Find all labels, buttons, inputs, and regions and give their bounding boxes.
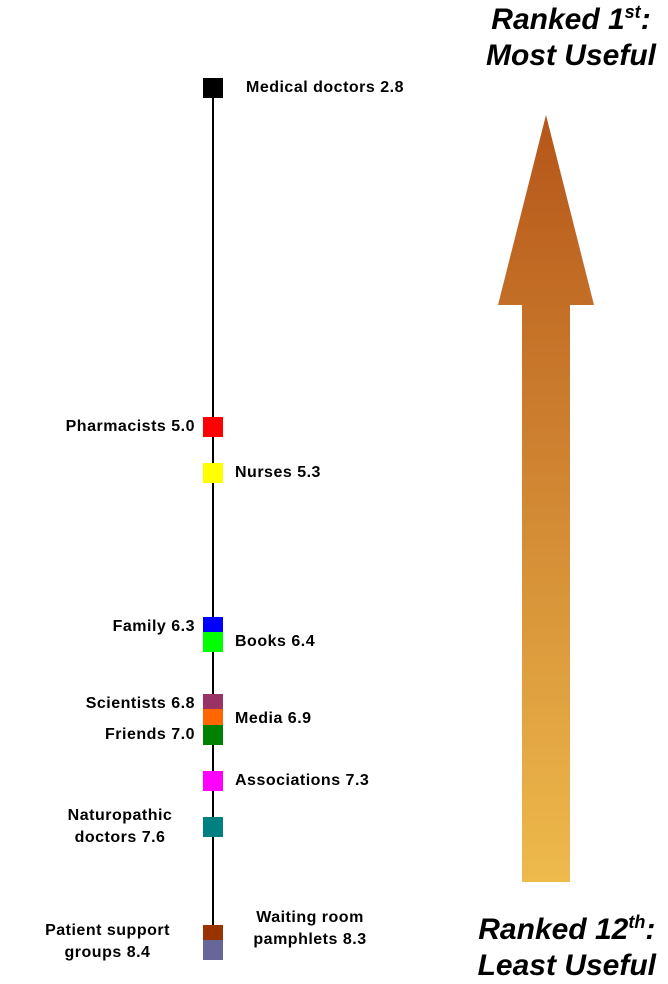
annotation-sup: th <box>628 912 646 932</box>
value-label: 7.6 <box>141 828 166 846</box>
annotation-sup: st <box>624 2 641 22</box>
value-label: 8.3 <box>342 930 367 948</box>
rank-label: Waiting room pamphlets 8.3 <box>235 907 385 951</box>
category-name: Pharmacists <box>65 417 167 435</box>
bottom-annotation: Ranked 12th: Least Useful <box>478 912 656 984</box>
rank-square <box>203 816 223 837</box>
rank-label: Naturopathic doctors 7.6 <box>45 805 195 849</box>
rank-label: Scientists 6.8 <box>86 693 195 715</box>
category-name: Scientists <box>85 694 167 712</box>
category-name: Patient support groups <box>45 922 170 961</box>
rank-square <box>203 693 223 714</box>
top-annotation: Ranked 1st: Most Useful <box>486 2 656 74</box>
rank-label: Pharmacists 5.0 <box>66 416 195 438</box>
rank-square <box>203 724 223 745</box>
rank-label: Books 6.4 <box>235 631 315 653</box>
annotation-text: Least Useful <box>477 949 656 982</box>
annotation-text: Ranked 12 <box>478 913 629 946</box>
rank-label: Patient support groups 8.4 <box>20 920 195 964</box>
category-name: Media <box>235 710 283 728</box>
annotation-text: : <box>645 913 656 946</box>
rank-square <box>203 616 223 637</box>
rank-square <box>203 632 223 653</box>
value-label: 6.4 <box>291 633 316 651</box>
value-label: 6.8 <box>171 694 195 712</box>
category-name: Nurses <box>235 463 293 481</box>
category-name: Waiting room pamphlets <box>253 908 364 948</box>
category-name: Books <box>235 633 287 651</box>
rank-square <box>203 709 223 730</box>
category-name: Naturopathic doctors <box>67 806 173 846</box>
category-name: Friends <box>105 725 167 743</box>
value-label: 2.8 <box>380 79 404 96</box>
rank-square <box>203 924 223 945</box>
category-name: Family <box>112 617 167 635</box>
rank-square <box>203 770 223 791</box>
annotation-text: : <box>640 3 651 36</box>
annotation-text: Most Useful <box>485 39 656 72</box>
value-label: 5.0 <box>171 417 195 435</box>
annotation-text: Ranked 1 <box>491 3 625 36</box>
rank-arrow <box>498 115 594 882</box>
value-label: 7.3 <box>345 771 370 789</box>
value-label: 6.9 <box>287 710 312 728</box>
category-name: Medical doctors <box>245 79 376 96</box>
category-name: Associations <box>235 771 341 789</box>
rank-label: Family 6.3 <box>113 616 195 638</box>
rank-square <box>203 940 223 960</box>
rank-square <box>203 462 223 483</box>
value-label: 8.4 <box>126 944 151 961</box>
rank-label: Associations 7.3 <box>235 770 369 792</box>
rank-square <box>203 416 223 437</box>
rank-square <box>203 78 223 98</box>
rank-label: Media 6.9 <box>235 708 312 730</box>
value-label: 7.0 <box>171 725 195 743</box>
value-label: 6.3 <box>171 617 195 635</box>
rank-label: Medical doctors 2.8 <box>235 77 415 99</box>
value-label: 5.3 <box>297 463 321 481</box>
rank-label: Nurses 5.3 <box>235 462 321 484</box>
rank-label: Friends 7.0 <box>105 724 195 746</box>
